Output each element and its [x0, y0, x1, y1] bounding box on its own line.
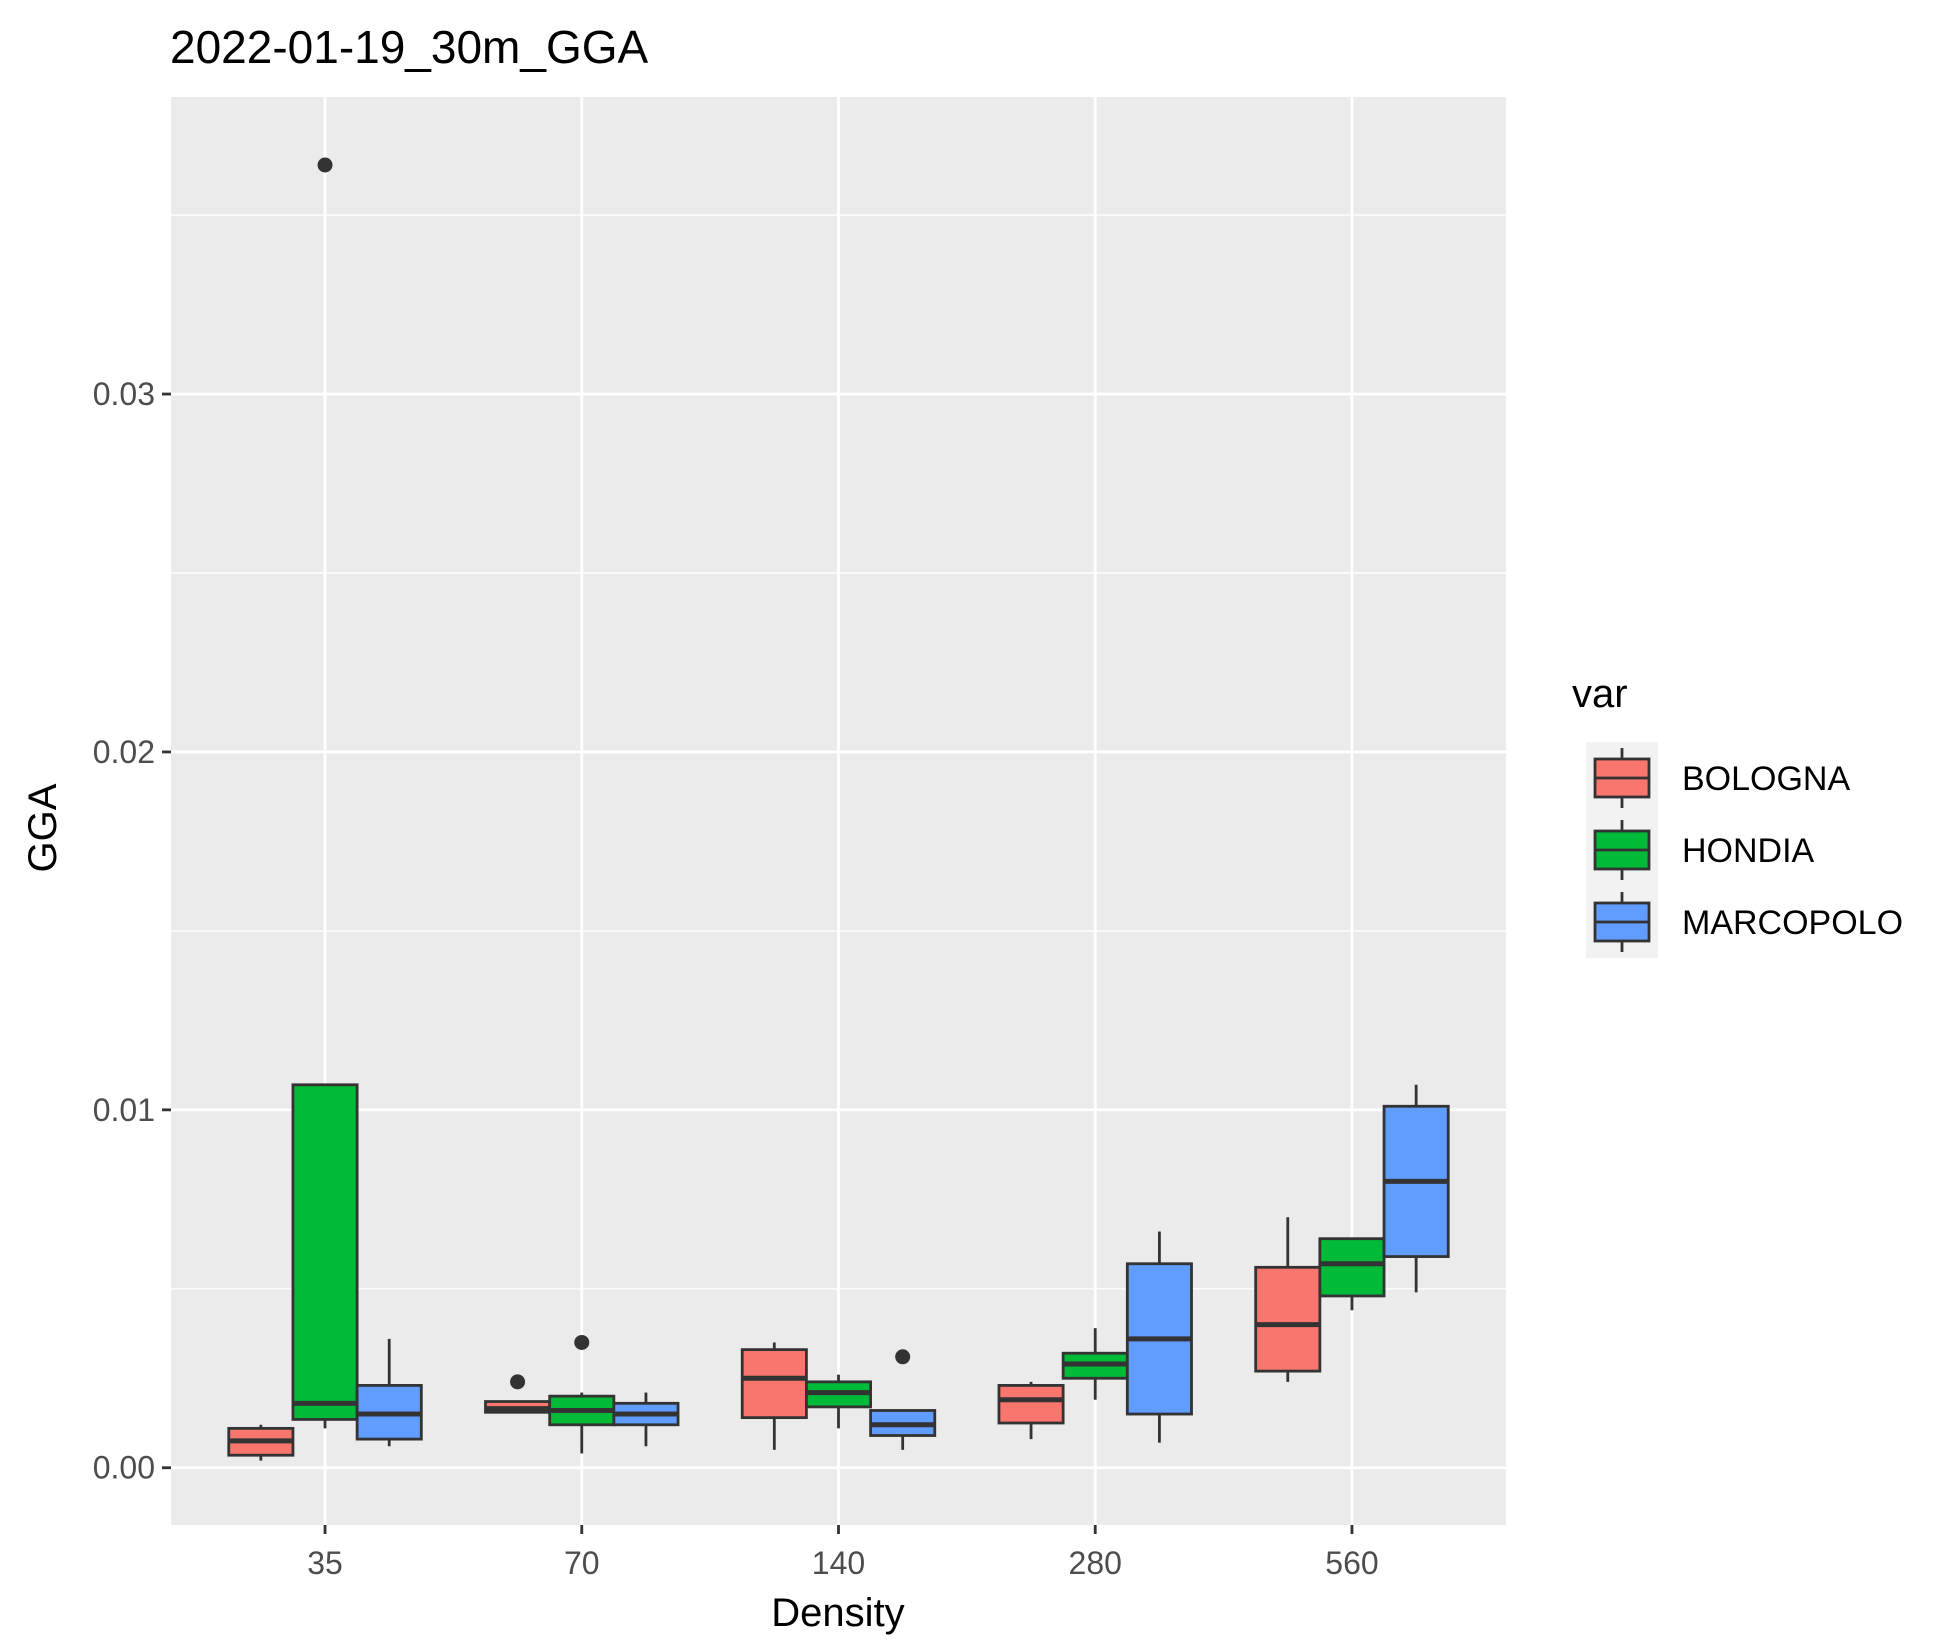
outlier-point	[574, 1334, 590, 1350]
legend-keys: BOLOGNA HONDIA MARCOPOLO	[1586, 742, 1903, 958]
x-tick-label: 280	[1069, 1545, 1122, 1581]
box-iqr	[1254, 1265, 1322, 1373]
y-axis: 0.00 0.01 0.02 0.03	[93, 376, 171, 1486]
legend-title: var	[1572, 672, 1628, 716]
box-bologna-35	[227, 1424, 295, 1461]
chart-title: 2022-01-19_30m_GGA	[170, 21, 649, 73]
box-iqr	[997, 1384, 1065, 1425]
y-tick-label: 0.02	[93, 734, 155, 770]
legend-label: BOLOGNA	[1682, 760, 1850, 798]
x-tick-label: 70	[564, 1545, 600, 1581]
y-tick-label: 0.03	[93, 376, 155, 412]
box-hondia-35	[291, 157, 359, 1429]
box-bologna-280	[997, 1381, 1065, 1440]
major-gridlines	[171, 97, 1506, 1525]
y-tick-label: 0.01	[93, 1092, 155, 1128]
outlier-point	[895, 1349, 911, 1365]
x-tick-label: 560	[1325, 1545, 1378, 1581]
box-bologna-140	[740, 1342, 808, 1450]
legend: var BOLOGNA HONDIA MARCOPOLO	[1572, 672, 1903, 958]
box-iqr	[740, 1348, 808, 1420]
box-iqr	[291, 1083, 359, 1421]
box-iqr	[1318, 1237, 1386, 1298]
x-tick-label: 35	[307, 1545, 343, 1581]
y-axis-label: GGA	[21, 783, 65, 872]
outlier-point	[317, 157, 333, 173]
box-marcopolo-35	[355, 1338, 423, 1447]
x-axis-label: Density	[771, 1591, 904, 1635]
box-marcopolo-560	[1382, 1084, 1450, 1293]
box-hondia-140	[805, 1374, 872, 1429]
box-marcopolo-140	[869, 1349, 937, 1450]
box-hondia-560	[1318, 1237, 1386, 1311]
legend-item-hondia: HONDIA	[1586, 814, 1815, 886]
x-tick-label: 140	[812, 1545, 865, 1581]
box-hondia-280	[1061, 1328, 1129, 1400]
legend-item-bologna: BOLOGNA	[1586, 742, 1850, 814]
box-bologna-560	[1254, 1217, 1322, 1382]
box-marcopolo-280	[1125, 1231, 1193, 1443]
y-tick-label: 0.00	[93, 1450, 155, 1486]
outlier-point	[510, 1374, 526, 1390]
x-axis: 35 70 140 280 560	[307, 1525, 1379, 1581]
legend-label: MARCOPOLO	[1682, 904, 1903, 942]
legend-label: HONDIA	[1682, 832, 1815, 870]
box-layer	[227, 157, 1450, 1461]
box-marcopolo-70	[612, 1392, 680, 1447]
legend-item-marcopolo: MARCOPOLO	[1586, 886, 1903, 958]
